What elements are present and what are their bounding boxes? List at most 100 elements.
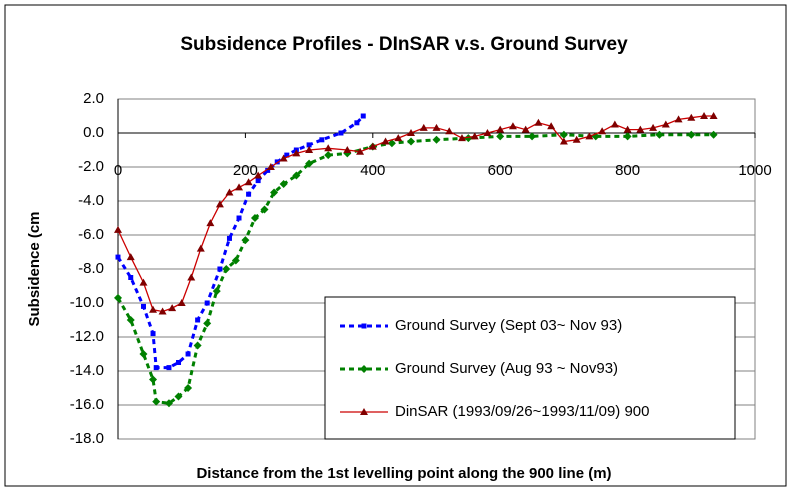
y-tick-label: -14.0 bbox=[70, 362, 104, 379]
marker bbox=[623, 125, 632, 133]
marker bbox=[279, 154, 288, 162]
marker bbox=[260, 205, 269, 214]
y-tick-label: 2.0 bbox=[83, 90, 104, 107]
legend-marker bbox=[361, 323, 367, 329]
marker bbox=[343, 146, 352, 153]
marker bbox=[470, 132, 479, 140]
marker bbox=[496, 132, 505, 141]
marker bbox=[559, 130, 568, 139]
marker bbox=[445, 127, 454, 135]
marker bbox=[176, 360, 182, 365]
marker bbox=[150, 331, 156, 337]
marker bbox=[235, 183, 244, 191]
x-axis-label: Distance from the 1st levelling point al… bbox=[196, 465, 611, 482]
legend-label: DinSAR (1993/09/26~1993/11/09) 900 bbox=[395, 403, 650, 420]
marker bbox=[254, 171, 263, 179]
marker bbox=[149, 305, 158, 313]
marker bbox=[140, 303, 146, 309]
marker bbox=[534, 118, 543, 126]
marker bbox=[244, 178, 253, 186]
marker bbox=[687, 130, 696, 139]
marker bbox=[236, 215, 242, 221]
y-tick-label: -6.0 bbox=[78, 226, 104, 243]
marker bbox=[419, 123, 428, 131]
legend-marker bbox=[360, 408, 368, 415]
x-tick-label: 400 bbox=[360, 162, 385, 179]
y-tick-label: -4.0 bbox=[78, 192, 104, 209]
marker bbox=[184, 384, 193, 392]
marker bbox=[306, 142, 312, 148]
marker bbox=[319, 137, 325, 143]
marker bbox=[407, 129, 416, 136]
marker bbox=[270, 188, 279, 197]
marker bbox=[265, 167, 271, 173]
marker bbox=[655, 130, 664, 139]
marker bbox=[195, 317, 201, 323]
x-tick-label: 0 bbox=[114, 162, 122, 179]
marker bbox=[222, 265, 231, 273]
marker bbox=[153, 365, 159, 371]
marker bbox=[126, 316, 135, 324]
marker bbox=[168, 304, 177, 312]
marker bbox=[305, 146, 314, 153]
marker bbox=[324, 144, 333, 152]
marker bbox=[610, 120, 619, 128]
marker bbox=[174, 392, 183, 401]
marker bbox=[521, 125, 530, 133]
legend-box bbox=[324, 296, 736, 440]
marker bbox=[700, 112, 709, 119]
marker bbox=[354, 120, 360, 126]
marker bbox=[338, 130, 344, 136]
marker bbox=[203, 319, 212, 328]
marker bbox=[407, 137, 416, 146]
marker bbox=[305, 159, 314, 168]
marker bbox=[292, 171, 301, 180]
marker bbox=[368, 142, 377, 150]
marker bbox=[139, 350, 148, 358]
marker bbox=[636, 125, 645, 133]
marker bbox=[212, 287, 221, 296]
marker bbox=[215, 200, 224, 208]
marker bbox=[496, 125, 505, 133]
marker bbox=[356, 147, 365, 155]
marker bbox=[177, 299, 186, 306]
y-tick-label: -12.0 bbox=[70, 328, 104, 345]
y-axis-label: Subsidence (cm bbox=[26, 211, 43, 326]
marker bbox=[196, 244, 205, 252]
legend-marker bbox=[360, 365, 368, 373]
marker bbox=[464, 134, 473, 143]
marker bbox=[432, 123, 441, 131]
marker bbox=[279, 180, 288, 188]
marker bbox=[483, 129, 492, 136]
marker bbox=[661, 120, 670, 128]
marker bbox=[114, 225, 122, 233]
marker bbox=[559, 137, 568, 145]
marker bbox=[139, 278, 148, 286]
marker bbox=[255, 178, 261, 184]
x-tick-label: 200 bbox=[233, 162, 258, 179]
x-tick-label: 1000 bbox=[738, 162, 771, 179]
marker bbox=[241, 236, 250, 245]
marker bbox=[360, 113, 366, 119]
marker bbox=[217, 266, 223, 272]
x-tick-label: 800 bbox=[615, 162, 640, 179]
marker bbox=[508, 122, 517, 130]
marker bbox=[381, 137, 390, 145]
marker bbox=[623, 132, 632, 141]
marker bbox=[547, 122, 556, 130]
marker bbox=[114, 293, 122, 302]
legend-label: Ground Survey (Sept 03~ Nov 93) bbox=[395, 317, 622, 334]
marker bbox=[457, 134, 466, 142]
y-tick-label: -18.0 bbox=[70, 430, 104, 447]
legend-label: Ground Survey (Aug 93 ~ Nov93) bbox=[395, 360, 618, 377]
marker bbox=[187, 273, 196, 281]
y-tick-label: 0.0 bbox=[83, 124, 104, 141]
marker bbox=[274, 159, 280, 165]
marker bbox=[128, 275, 134, 280]
marker bbox=[687, 113, 696, 121]
marker bbox=[164, 399, 173, 408]
marker bbox=[709, 112, 718, 119]
marker bbox=[231, 256, 240, 265]
marker bbox=[266, 163, 275, 170]
